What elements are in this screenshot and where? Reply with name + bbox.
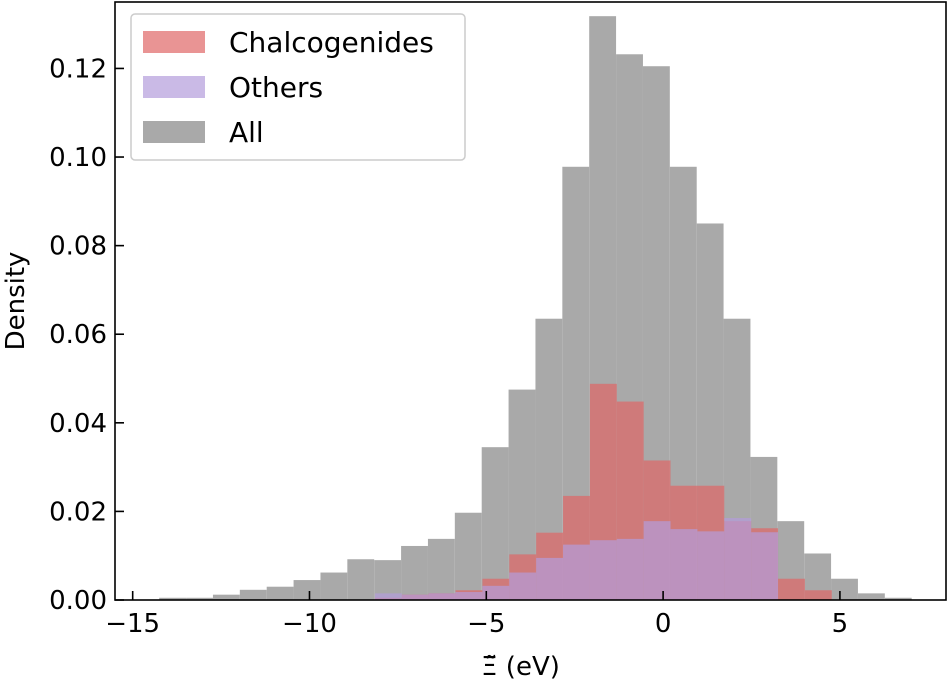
bar-all-9 — [401, 545, 428, 600]
bar-others-0 — [374, 593, 402, 600]
y-axis-label: Density — [1, 252, 31, 351]
bar-all-0 — [159, 597, 187, 600]
x-tick-label: −10 — [282, 609, 337, 639]
bar-all-10 — [427, 538, 455, 600]
bar-others-8 — [589, 540, 617, 600]
bar-others-5 — [509, 572, 537, 600]
y-tick-label: 0.10 — [49, 143, 107, 173]
bar-all-4 — [266, 586, 294, 600]
bar-others-10 — [643, 521, 671, 600]
legend-swatch-chalcogenides — [143, 31, 205, 53]
series-others-bars — [374, 518, 779, 600]
y-tick-label: 0.08 — [49, 232, 107, 262]
bar-all-25 — [831, 578, 858, 600]
y-tick-label: 0.02 — [49, 497, 107, 527]
bar-all-27 — [884, 597, 912, 600]
bar-others-12 — [697, 531, 725, 600]
bar-chalcogenides-15 — [778, 578, 805, 600]
bar-others-14 — [751, 532, 779, 600]
bar-others-11 — [670, 529, 698, 600]
legend-label-all: All — [229, 116, 264, 149]
legend: Chalcogenides Others All — [130, 13, 466, 161]
bar-others-2 — [428, 593, 456, 600]
bar-all-26 — [857, 593, 885, 600]
bar-others-1 — [401, 594, 429, 600]
bar-all-3 — [239, 589, 267, 600]
x-tick-label: 5 — [832, 609, 849, 639]
bar-all-7 — [347, 559, 375, 600]
y-tick-label: 0.12 — [49, 54, 107, 84]
bar-all-6 — [320, 572, 348, 600]
legend-swatch-others — [143, 76, 205, 98]
bar-others-7 — [563, 544, 590, 600]
bar-all-8 — [374, 560, 402, 600]
x-tick-label: −5 — [467, 609, 505, 639]
bar-others-3 — [455, 592, 483, 600]
bar-all-12 — [481, 447, 509, 600]
y-tick-label: 0.00 — [49, 586, 107, 616]
bar-all-5 — [293, 580, 321, 600]
bar-others-6 — [536, 557, 564, 600]
legend-swatch-all — [143, 121, 205, 143]
legend-label-others: Others — [229, 71, 323, 104]
bar-all-1 — [186, 597, 213, 600]
y-tick-label: 0.06 — [49, 320, 107, 350]
x-tick-label: −15 — [105, 609, 160, 639]
x-tick-label: 0 — [655, 609, 672, 639]
bar-all-11 — [454, 512, 482, 600]
bar-others-4 — [482, 585, 510, 600]
y-tick-label: 0.04 — [49, 409, 107, 439]
bar-all-2 — [212, 594, 240, 600]
bar-others-13 — [724, 518, 752, 600]
plot-frame — [114, 1, 947, 601]
axes: −15 −10 −5 0 5 0.00 0.02 0.04 0.06 0.08 0.10 0.12 Ξ̃… — [1, 1, 947, 682]
legend-label-chalcogenides: Chalcogenides — [229, 26, 434, 59]
x-axis-label: Ξ̃ (eV) — [481, 652, 560, 682]
legend-box — [130, 13, 466, 161]
bar-chalcogenides-16 — [804, 590, 832, 600]
bar-others-9 — [616, 538, 644, 600]
